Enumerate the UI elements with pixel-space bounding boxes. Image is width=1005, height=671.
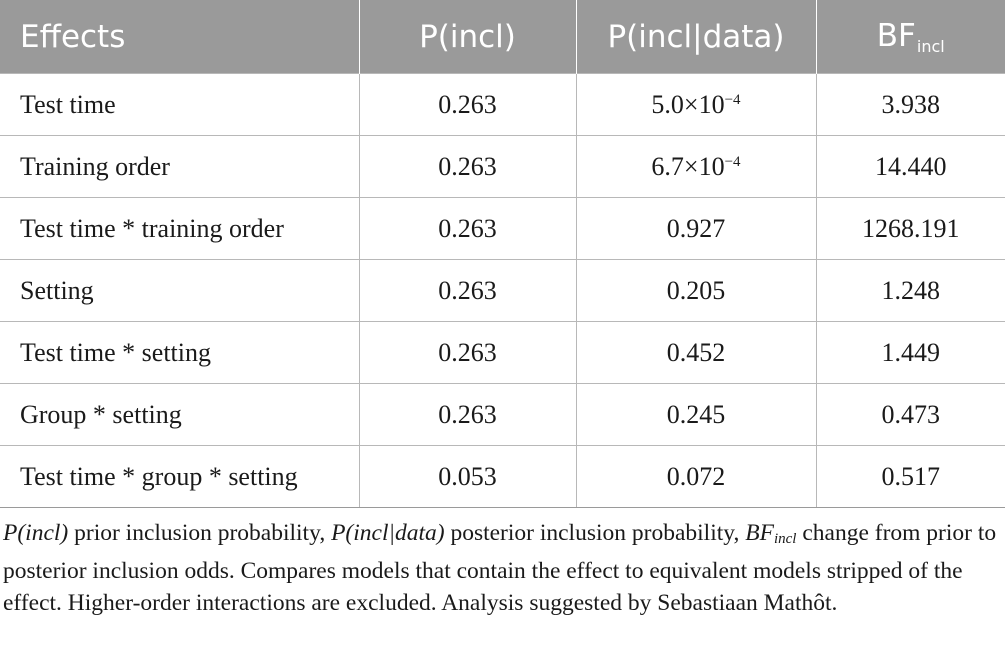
header-p-incl-data: P(incl|data) <box>575 0 817 74</box>
table-row: Training order 0.263 6.7×10−4 14.440 <box>0 135 1005 198</box>
cell-bf-incl: 0.517 <box>815 445 1005 508</box>
cell-p-incl-data: 0.927 <box>575 197 817 260</box>
footnote-term-p-incl-data: P(incl|data) <box>331 520 445 546</box>
cell-bf-incl: 3.938 <box>815 73 1005 136</box>
footnote-desc-bf: change from prior to posterior inclusion… <box>3 520 997 616</box>
cell-effect: Test time <box>0 73 360 136</box>
cell-p-incl: 0.263 <box>358 383 577 446</box>
bayes-factor-table: Effects P(incl) P(incl|data) BFincl Test… <box>0 0 1005 508</box>
footnote-term-bf-subscript: incl <box>773 531 797 547</box>
results-table-container: Effects P(incl) P(incl|data) BFincl Test… <box>0 0 1005 508</box>
table-row: Test time * setting 0.263 0.452 1.449 <box>0 321 1005 384</box>
table-header-row: Effects P(incl) P(incl|data) BFincl <box>0 0 1005 74</box>
header-bf-incl: BFincl <box>815 0 1005 74</box>
cell-p-incl-data-base: 0.205 <box>666 275 726 305</box>
cell-bf-incl: 1268.191 <box>815 197 1005 260</box>
cell-p-incl-data: 0.452 <box>575 321 817 384</box>
cell-p-incl-data-base: 0.927 <box>666 213 726 243</box>
footnote-term-p-incl: P(incl) <box>3 520 69 546</box>
cell-p-incl-data-base: 0.072 <box>666 461 726 491</box>
table-row: Test time 0.263 5.0×10−4 3.938 <box>0 73 1005 136</box>
cell-effect: Test time * training order <box>0 197 360 260</box>
cell-bf-incl: 1.449 <box>815 321 1005 384</box>
cell-p-incl-data-base: 0.245 <box>666 399 726 429</box>
header-p-incl: P(incl) <box>358 0 577 74</box>
cell-p-incl: 0.263 <box>358 259 577 322</box>
cell-p-incl: 0.053 <box>358 445 577 508</box>
table-row: Setting 0.263 0.205 1.248 <box>0 259 1005 322</box>
table-row: Test time * training order 0.263 0.927 1… <box>0 197 1005 260</box>
cell-p-incl-data-exponent: −4 <box>724 153 741 170</box>
header-bf-base: BF <box>876 17 916 54</box>
cell-effect: Training order <box>0 135 360 198</box>
cell-p-incl: 0.263 <box>358 135 577 198</box>
cell-p-incl-data: 0.245 <box>575 383 817 446</box>
footnote-desc-p-incl: prior inclusion probability, <box>68 520 332 546</box>
footnote-term-bf-base: BF <box>745 520 774 546</box>
cell-p-incl-data: 0.072 <box>575 445 817 508</box>
table-row: Group * setting 0.263 0.245 0.473 <box>0 383 1005 446</box>
cell-bf-incl: 0.473 <box>815 383 1005 446</box>
cell-p-incl-data: 0.205 <box>575 259 817 322</box>
cell-p-incl-data-base: 0.452 <box>666 337 726 367</box>
cell-effect: Group * setting <box>0 383 360 446</box>
table-footnote: P(incl) prior inclusion probability, P(i… <box>3 517 1003 619</box>
cell-p-incl-data: 5.0×10−4 <box>575 73 817 136</box>
cell-p-incl: 0.263 <box>358 321 577 384</box>
cell-p-incl-data-base: 6.7×10 <box>651 151 725 181</box>
header-effects: Effects <box>0 0 360 74</box>
cell-p-incl-data-exponent: −4 <box>724 91 741 108</box>
cell-bf-incl: 1.248 <box>815 259 1005 322</box>
footnote-desc-p-incl-data: posterior inclusion probability, <box>444 520 746 546</box>
table-row: Test time * group * setting 0.053 0.072 … <box>0 445 1005 508</box>
cell-p-incl-data: 6.7×10−4 <box>575 135 817 198</box>
cell-bf-incl: 14.440 <box>815 135 1005 198</box>
cell-effect: Test time * setting <box>0 321 360 384</box>
cell-effect: Test time * group * setting <box>0 445 360 508</box>
cell-p-incl-data-base: 5.0×10 <box>651 89 725 119</box>
cell-p-incl: 0.263 <box>358 197 577 260</box>
cell-effect: Setting <box>0 259 360 322</box>
header-bf-subscript: incl <box>916 36 945 56</box>
cell-p-incl: 0.263 <box>358 73 577 136</box>
